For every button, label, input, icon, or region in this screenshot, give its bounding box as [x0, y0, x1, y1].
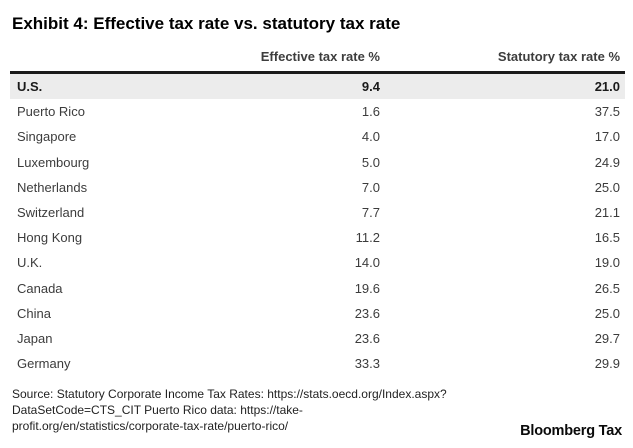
- table-row: Switzerland 7.7 21.1: [10, 199, 625, 226]
- country-cell: China: [17, 305, 51, 321]
- effective-cell: 19.6: [354, 280, 380, 296]
- table-row: Singapore 4.0 17.0: [10, 124, 625, 150]
- effective-cell: 33.3: [354, 356, 380, 372]
- header-cell-statutory: Statutory tax rate %: [497, 49, 620, 64]
- effective-cell: 4.0: [361, 129, 380, 145]
- source-note: Source: Statutory Corporate Income Tax R…: [12, 386, 522, 434]
- effective-cell: 1.6: [361, 104, 380, 120]
- exhibit-title: Exhibit 4: Effective tax rate vs. statut…: [12, 14, 401, 33]
- country-cell: Germany: [17, 356, 71, 372]
- country-cell: Luxembourg: [17, 154, 90, 170]
- effective-cell: 23.6: [354, 305, 380, 321]
- table-row: U.K. 14.0 19.0: [10, 250, 625, 276]
- country-cell: U.K.: [17, 255, 43, 271]
- country-cell: U.S.: [17, 79, 43, 95]
- source-line: profit.org/en/statistics/corporate-tax-r…: [12, 419, 289, 433]
- statutory-cell: 25.0: [594, 179, 620, 195]
- effective-cell: 9.4: [361, 79, 380, 95]
- effective-cell: 7.0: [361, 179, 380, 195]
- bloomberg-tax-logo: Bloomberg Tax: [520, 423, 622, 439]
- statutory-cell: 16.5: [594, 230, 620, 246]
- table-row: Netherlands 7.0 25.0: [10, 174, 625, 200]
- effective-cell: 23.6: [354, 330, 380, 346]
- statutory-cell: 37.5: [594, 104, 620, 120]
- table-row: Luxembourg 5.0 24.9: [10, 149, 625, 175]
- effective-cell: 11.2: [355, 230, 380, 246]
- statutory-cell: 17.0: [594, 129, 620, 145]
- country-cell: Netherlands: [17, 179, 88, 195]
- country-cell: Singapore: [17, 129, 77, 145]
- statutory-cell: 24.9: [594, 154, 620, 170]
- source-line: Source: Statutory Corporate Income Tax R…: [12, 387, 447, 401]
- table-row: Canada 19.6 26.5: [10, 275, 625, 301]
- table-header: Effective tax rate % Statutory tax rate …: [10, 48, 625, 74]
- tax-rate-table: Effective tax rate % Statutory tax rate …: [10, 48, 625, 377]
- source-line: DataSetCode=CTS_CIT Puerto Rico data: ht…: [12, 403, 303, 417]
- statutory-cell: 21.1: [594, 205, 620, 221]
- table-row: Puerto Rico 1.6 37.5: [10, 99, 625, 125]
- country-cell: Switzerland: [17, 205, 85, 221]
- effective-cell: 7.7: [361, 205, 380, 221]
- effective-cell: 5.0: [361, 154, 380, 170]
- table-row: U.S. 9.4 21.0: [10, 74, 625, 100]
- statutory-cell: 29.7: [594, 330, 620, 346]
- country-cell: Canada: [17, 280, 63, 296]
- table-row: Japan 23.6 29.7: [10, 325, 625, 352]
- country-cell: Japan: [17, 330, 53, 346]
- header-cell-effective: Effective tax rate %: [260, 49, 380, 64]
- table-row: China 23.6 25.0: [10, 300, 625, 326]
- table-row: Hong Kong 11.2 16.5: [10, 225, 625, 251]
- statutory-cell: 26.5: [594, 280, 620, 296]
- statutory-cell: 19.0: [594, 255, 620, 271]
- statutory-cell: 21.0: [594, 79, 620, 95]
- effective-cell: 14.0: [354, 255, 380, 271]
- country-cell: Hong Kong: [17, 230, 83, 246]
- country-cell: Puerto Rico: [17, 104, 85, 120]
- statutory-cell: 25.0: [594, 305, 620, 321]
- statutory-cell: 29.9: [594, 356, 620, 372]
- table-row: Germany 33.3 29.9: [10, 351, 625, 377]
